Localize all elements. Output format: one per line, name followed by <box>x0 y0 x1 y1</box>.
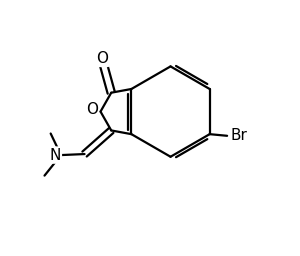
Text: O: O <box>86 102 98 118</box>
Text: O: O <box>96 51 108 66</box>
Text: Br: Br <box>231 128 248 143</box>
Text: N: N <box>50 147 61 163</box>
